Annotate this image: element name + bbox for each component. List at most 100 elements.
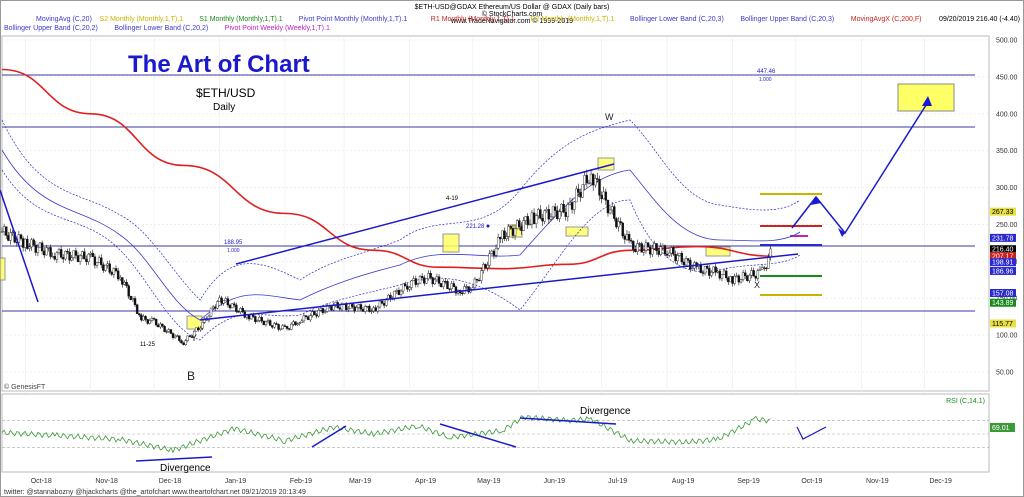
candle-body (176, 335, 179, 337)
candle-body (629, 240, 633, 242)
candle-body (378, 300, 382, 308)
candle-body (226, 298, 230, 306)
candle-body (95, 262, 99, 266)
candle-body (262, 320, 266, 326)
candle-body (268, 320, 272, 326)
candle-body (123, 282, 126, 285)
candle-body (142, 316, 145, 321)
candle-body (321, 308, 325, 313)
candle-body (534, 215, 538, 224)
y-tick-label: 350.00 (996, 148, 1018, 155)
footer-text: twitter: @stannabozny @hjackcharts @the_… (4, 489, 306, 496)
candle-body (112, 268, 116, 275)
x-tick-label: Nov-19 (866, 478, 889, 485)
candle-body (520, 226, 523, 231)
candle-body (604, 191, 608, 201)
candle-body (209, 307, 213, 317)
candle-body (448, 288, 451, 290)
y-tick-label: 500.00 (996, 38, 1018, 45)
candle-body (598, 179, 601, 196)
x-tick-label: Sep-19 (737, 478, 760, 485)
candle-body (116, 270, 120, 280)
candle-body (195, 327, 198, 332)
candle-body (659, 246, 662, 255)
divergence-line-feb (311, 425, 347, 448)
candle-body (505, 236, 508, 239)
candle-body (192, 330, 196, 338)
candle-body (290, 323, 293, 330)
ticker-title: $ETH/USD (196, 86, 256, 100)
candle-body (676, 255, 679, 262)
candle-body (91, 252, 94, 258)
y-tick-label: 450.00 (996, 74, 1018, 81)
candle-body (233, 303, 236, 306)
legend-item: Bollinger Lower Band (C,20,2) (114, 25, 208, 32)
header-date-line: 09/20/2019 216.40 (-4.40) (939, 16, 1020, 23)
header-site: © StockCharts.com (482, 10, 543, 18)
candle-body (218, 297, 221, 302)
candle-body (731, 276, 734, 284)
legend-item: Pivot Point Monthly (Monthly,1,T).1 (299, 16, 408, 23)
candle-body (657, 250, 660, 255)
label-188-95: 188.95 (224, 240, 243, 246)
x-tick-label: May-19 (477, 478, 500, 485)
candle-body (279, 328, 282, 330)
divergence-line-dec (135, 456, 213, 462)
candle-body (201, 322, 204, 329)
right-axis-label: 216.40 (992, 247, 1014, 254)
candle-body (621, 222, 624, 237)
right-axis-label: 231.78 (992, 235, 1014, 242)
yellow-box-dec (186, 315, 203, 330)
candle-body (602, 191, 605, 200)
candle-body (545, 209, 548, 211)
candle-body (623, 235, 627, 240)
candle-body (7, 235, 10, 241)
legend-item: R1 Monthly (Monthly,1,T).1 (431, 16, 515, 23)
candle-body (323, 311, 327, 313)
candle-body (104, 264, 107, 271)
projection-arrowhead-low (838, 228, 845, 237)
rsi-last-value: 69.01 (992, 425, 1010, 432)
candle-body (376, 306, 380, 312)
candle-body (49, 247, 52, 257)
candle-body (651, 248, 654, 255)
right-axis-label: 198.91 (992, 260, 1014, 267)
divergence-line-apr (439, 423, 517, 448)
candle-body (21, 238, 25, 248)
candle-body (579, 192, 582, 198)
candle-body (758, 269, 762, 271)
candle-body (353, 306, 356, 312)
candle-body (311, 311, 314, 316)
candle-body (125, 282, 128, 286)
right-axis-label: 186.96 (992, 268, 1014, 275)
candle-body (765, 267, 768, 269)
label-447-46-sub: 1.000 (759, 77, 772, 83)
candle-body (638, 243, 641, 245)
candle-body (718, 271, 722, 279)
candle-body (70, 257, 73, 261)
candle-body (5, 226, 8, 236)
candle-body (492, 250, 496, 256)
bollinger-lower-3 (1, 169, 801, 341)
price-series (0, 169, 772, 346)
x-tick-label: Oct-18 (31, 478, 52, 485)
candle-body (171, 333, 175, 338)
candle-body (32, 239, 35, 246)
header-title: $ETH-USD@GDAX Ethereum/US Dollar @ GDAX … (415, 4, 610, 11)
candle-body (589, 173, 593, 184)
wave-y-label: Y (191, 333, 197, 343)
candle-body (349, 303, 352, 309)
right-axis-label-bg (990, 258, 1016, 267)
candle-body (473, 278, 477, 289)
candle-body (513, 228, 517, 236)
candle-body (294, 321, 297, 326)
candle-body (670, 247, 673, 254)
candle-body (319, 308, 323, 311)
candle-body (570, 202, 574, 210)
candle-body (600, 195, 603, 200)
legend-item: Bollinger Lower Band (C,20,3) (630, 16, 724, 23)
candle-body (230, 303, 234, 309)
price-panel-border (1, 35, 990, 392)
candle-body (357, 304, 361, 308)
